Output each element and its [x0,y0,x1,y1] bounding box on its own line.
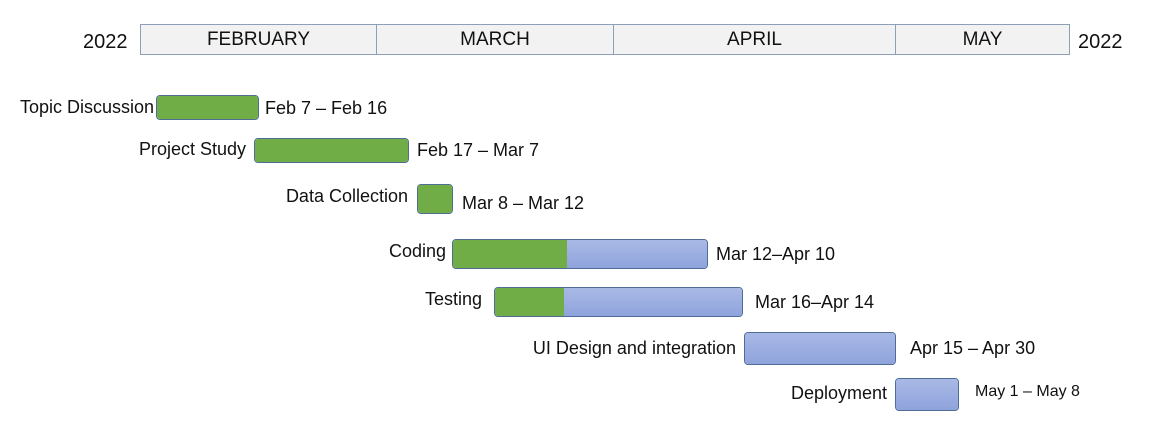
task-label-data-collection: Data Collection [285,186,408,206]
completed-segment [495,288,565,316]
remaining-segment [745,333,895,364]
remaining-segment [564,288,742,316]
task-bar-data-collection[interactable] [417,184,453,214]
task-dates-coding: Mar 12–Apr 10 [716,244,836,264]
remaining-segment [896,379,958,410]
remaining-segment [567,240,707,268]
month-march: MARCH [377,25,614,54]
task-dates-ui-design: Apr 15 – Apr 30 [910,338,1036,358]
task-label-testing: Testing [424,289,482,309]
task-bar-deployment[interactable] [895,378,959,411]
task-bar-coding[interactable] [452,239,708,269]
task-dates-deployment: May 1 – May 8 [975,383,1080,400]
task-dates-data-collection: Mar 8 – Mar 12 [462,193,585,213]
task-dates-topic-discussion: Feb 7 – Feb 16 [265,98,388,118]
task-bar-testing[interactable] [494,287,743,317]
month-april: APRIL [614,25,896,54]
task-dates-testing: Mar 16–Apr 14 [755,292,875,312]
task-bar-ui-design[interactable] [744,332,896,365]
completed-segment [418,185,452,213]
task-bar-topic-discussion[interactable] [156,95,259,120]
month-february: FEBRUARY [141,25,377,54]
completed-segment [157,96,258,119]
task-label-ui-design: UI Design and integration [532,338,736,358]
month-header: FEBRUARY MARCH APRIL MAY [140,24,1070,55]
task-dates-project-study: Feb 17 – Mar 7 [417,140,540,160]
task-label-topic-discussion: Topic Discussion [19,97,154,117]
completed-segment [453,240,568,268]
year-left: 2022 [83,31,128,53]
month-may: MAY [962,28,1003,50]
task-label-deployment: Deployment [790,383,887,403]
year-right: 2022 [1078,31,1123,53]
task-label-project-study: Project Study [138,139,246,159]
task-bar-project-study[interactable] [254,138,409,163]
task-label-coding: Coding [388,241,446,261]
completed-segment [255,139,408,162]
